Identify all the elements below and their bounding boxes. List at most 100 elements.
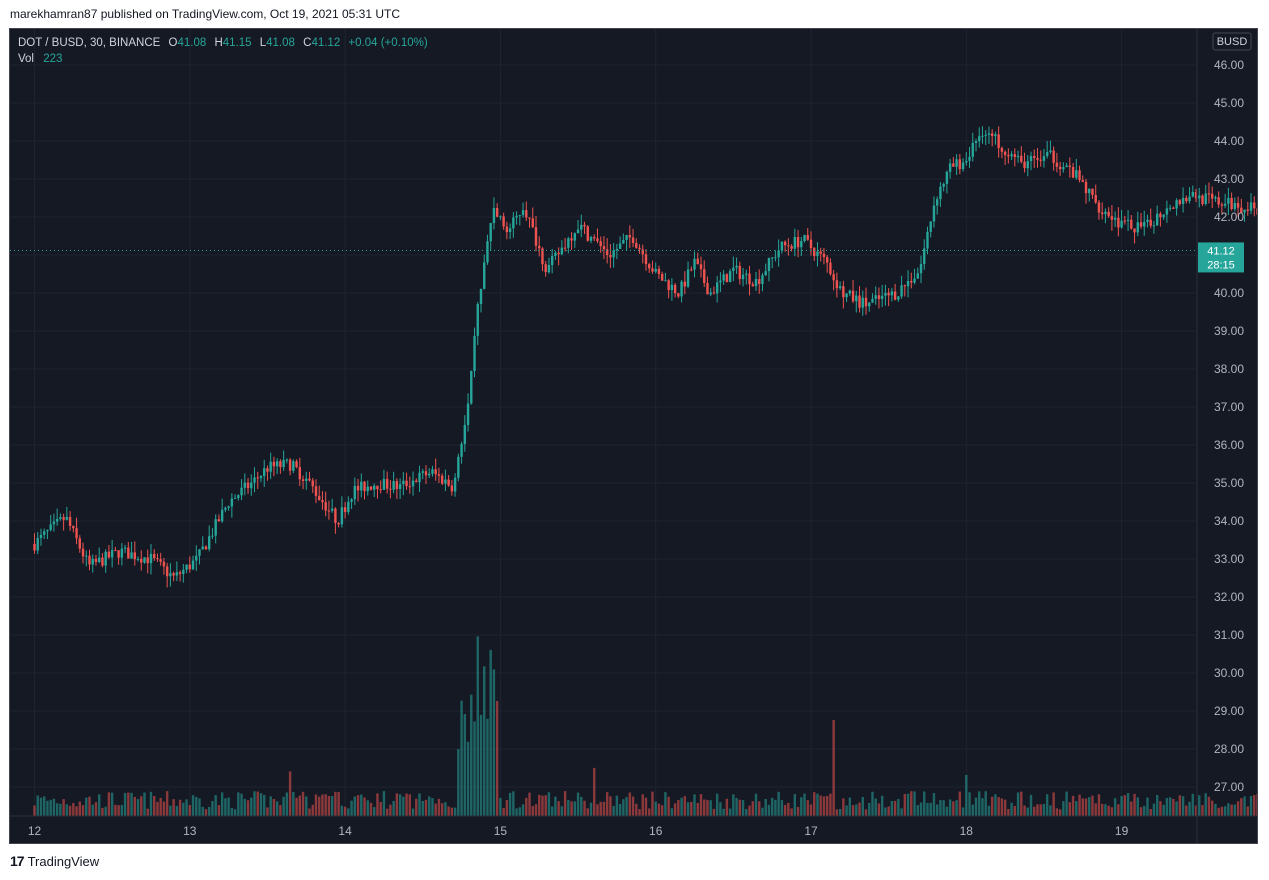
volume-bar xyxy=(1214,803,1217,816)
candlestick-chart[interactable]: 46.0045.0044.0043.0042.0041.0040.0039.00… xyxy=(10,29,1257,843)
candle-body xyxy=(224,507,227,510)
volume-bar xyxy=(880,795,884,816)
candle-body xyxy=(770,257,774,259)
volume-bar xyxy=(486,718,489,816)
candle-body xyxy=(793,236,797,249)
volume-bar xyxy=(1178,795,1182,816)
candle-body xyxy=(188,564,191,570)
candle-body xyxy=(311,480,314,487)
candle-body xyxy=(418,472,421,483)
candle-body xyxy=(1091,188,1094,196)
volume-bar xyxy=(46,800,49,816)
volume-bar xyxy=(948,799,952,816)
candle-body xyxy=(366,486,369,492)
low-value: 41.08 xyxy=(266,37,295,49)
volume-bar xyxy=(1130,801,1133,816)
chart-frame[interactable]: 46.0045.0044.0043.0042.0041.0040.0039.00… xyxy=(9,28,1258,844)
candle-body xyxy=(408,486,412,488)
volume-bar xyxy=(638,809,641,816)
candle-body xyxy=(609,254,612,258)
candle-body xyxy=(1123,220,1127,222)
candle-body xyxy=(447,479,450,486)
volume-bar xyxy=(94,802,98,816)
candle-body xyxy=(421,471,424,473)
candle-body xyxy=(638,247,641,250)
volume-bar xyxy=(703,799,706,816)
candle-body xyxy=(36,537,39,551)
volume-bar xyxy=(660,805,664,816)
candle-body xyxy=(842,286,845,298)
time-axis[interactable]: 12 13 14 15 16 17 18 19 xyxy=(28,824,1129,838)
candle-body xyxy=(942,183,945,187)
volume-label[interactable]: Vol xyxy=(18,53,34,65)
candle-body xyxy=(1081,180,1084,182)
candle-body xyxy=(301,479,305,481)
candle-body xyxy=(903,285,907,287)
volume-bar xyxy=(1023,805,1026,816)
candle-body xyxy=(243,482,247,488)
volume-bar xyxy=(1149,809,1152,816)
candle-body xyxy=(85,555,88,557)
volume-bar xyxy=(748,805,751,816)
candle-body xyxy=(971,142,974,157)
candle-body xyxy=(162,561,166,567)
candle-body xyxy=(1149,219,1152,226)
volume-bar xyxy=(774,799,777,816)
volume-bar xyxy=(1204,793,1207,816)
volume-bar xyxy=(272,799,276,816)
currency-label: BUSD xyxy=(1217,36,1248,48)
volume-bar xyxy=(311,804,314,816)
candle-body xyxy=(1052,150,1055,163)
currency-badge[interactable]: BUSD xyxy=(1212,32,1252,51)
symbol-label[interactable]: DOT / BUSD, 30, BINANCE xyxy=(18,37,161,49)
candle-body xyxy=(693,258,696,270)
candle-body xyxy=(305,478,308,481)
candle-body xyxy=(217,519,221,522)
volume-bar xyxy=(780,800,784,816)
candle-body xyxy=(256,477,259,479)
candle-body xyxy=(968,156,971,161)
candle-body xyxy=(887,292,890,296)
volume-bar xyxy=(107,792,111,816)
candle-body xyxy=(1256,208,1257,215)
volume-bar xyxy=(366,800,369,816)
change-value: +0.04 (+0.10%) xyxy=(348,37,428,49)
price-axis[interactable]: 46.0045.0044.0043.0042.0041.0040.0039.00… xyxy=(1214,58,1244,794)
volume-bar xyxy=(62,799,65,816)
tradingview-brand[interactable]: 17 TradingView xyxy=(10,853,99,869)
volume-bar xyxy=(1065,791,1068,816)
candle-body xyxy=(1075,170,1078,178)
candle-body xyxy=(453,477,457,492)
volume-bar xyxy=(871,791,874,816)
volume-bar xyxy=(188,805,191,816)
volume-bar xyxy=(550,806,554,816)
volume-bar xyxy=(275,801,279,816)
volume-bar xyxy=(334,791,337,816)
candle-body xyxy=(204,546,208,550)
volume-bar xyxy=(1052,792,1055,816)
candle-body xyxy=(583,224,586,227)
volume-bar xyxy=(65,804,69,816)
price-tick-label: 27.00 xyxy=(1214,780,1244,794)
volume-bar xyxy=(939,800,942,816)
candle-body xyxy=(259,476,263,479)
volume-bar xyxy=(961,807,965,816)
time-tick-label: 16 xyxy=(649,824,663,838)
price-tick-label: 42.00 xyxy=(1214,210,1244,224)
candle-body xyxy=(62,517,65,520)
candle-body xyxy=(1152,225,1156,227)
volume-bar xyxy=(677,799,680,816)
candle-body xyxy=(72,525,75,529)
volume-bar xyxy=(696,803,699,816)
volume-bar xyxy=(796,806,800,816)
volume-bar xyxy=(981,798,984,816)
volume-bar xyxy=(470,694,473,816)
candle-body xyxy=(557,252,560,255)
volume-bar xyxy=(935,804,939,816)
candle-body xyxy=(59,517,62,519)
candle-body xyxy=(741,274,745,280)
candle-body xyxy=(660,273,664,281)
volume-bar xyxy=(990,796,994,816)
volume-bar xyxy=(906,793,910,816)
volume-bar xyxy=(492,669,496,816)
